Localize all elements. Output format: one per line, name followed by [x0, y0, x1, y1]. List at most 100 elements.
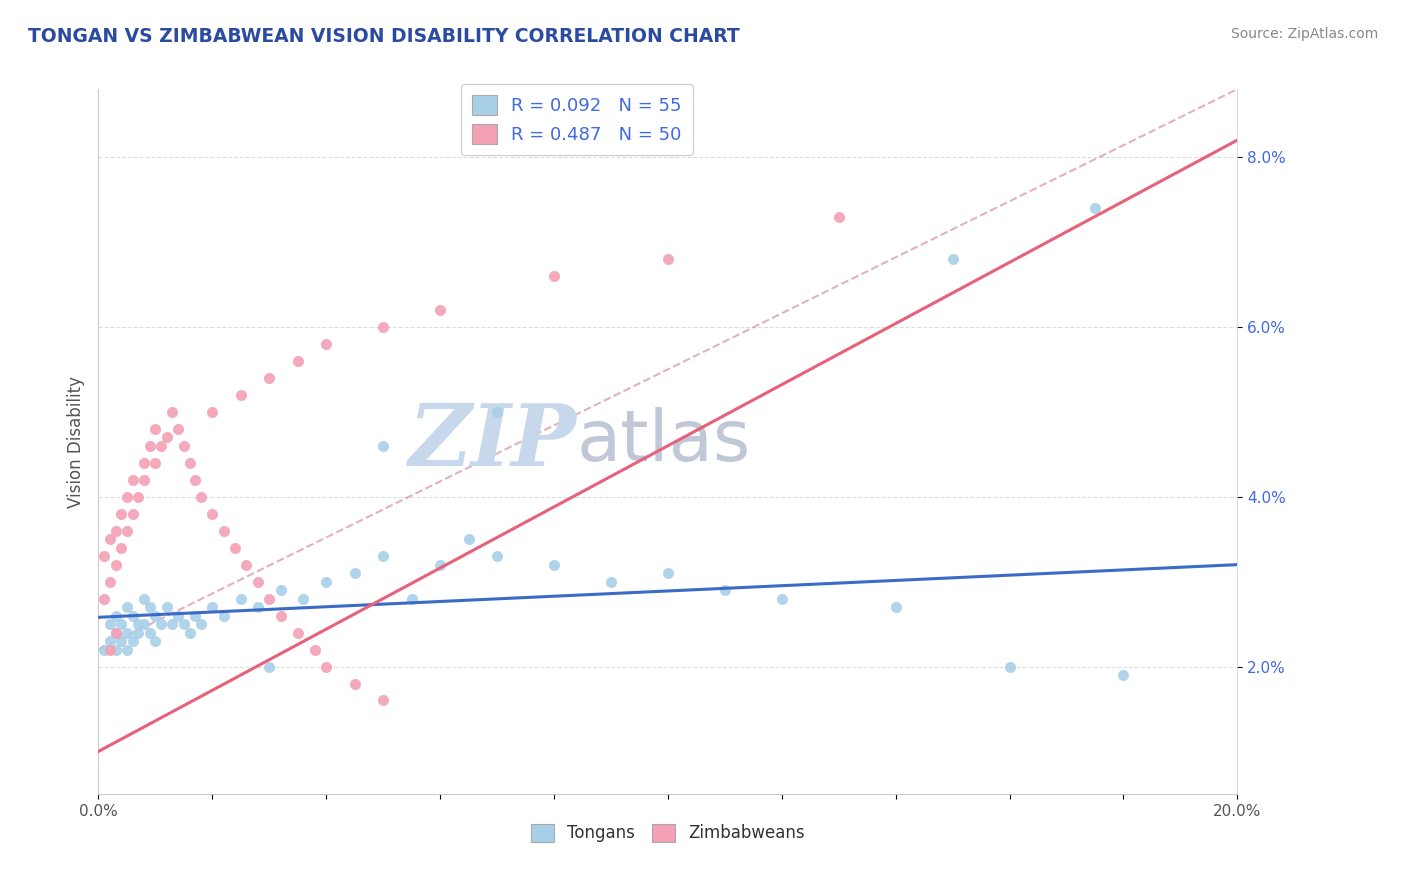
- Y-axis label: Vision Disability: Vision Disability: [66, 376, 84, 508]
- Point: [145, 456, 167, 470]
- Point: [224, 541, 246, 555]
- Point: [343, 676, 366, 690]
- Point: [259, 591, 281, 606]
- Point: [162, 405, 184, 419]
- Point: [942, 252, 965, 266]
- Point: [270, 608, 292, 623]
- Point: [173, 439, 195, 453]
- Point: [115, 625, 138, 640]
- Point: [132, 473, 155, 487]
- Point: [138, 625, 160, 640]
- Point: [173, 617, 195, 632]
- Point: [104, 524, 127, 538]
- Point: [259, 371, 281, 385]
- Point: [543, 268, 565, 283]
- Point: [104, 625, 127, 640]
- Point: [121, 634, 143, 648]
- Point: [235, 558, 257, 572]
- Point: [657, 566, 679, 581]
- Point: [201, 600, 224, 615]
- Point: [167, 422, 190, 436]
- Point: [93, 642, 115, 657]
- Point: [150, 439, 173, 453]
- Point: [110, 617, 132, 632]
- Point: [304, 642, 326, 657]
- Text: Source: ZipAtlas.com: Source: ZipAtlas.com: [1230, 27, 1378, 41]
- Legend: Tongans, Zimbabweans: Tongans, Zimbabweans: [524, 817, 811, 849]
- Point: [150, 617, 173, 632]
- Point: [486, 549, 509, 563]
- Text: atlas: atlas: [576, 407, 751, 476]
- Point: [287, 354, 309, 368]
- Point: [184, 473, 207, 487]
- Point: [292, 591, 315, 606]
- Point: [457, 532, 479, 546]
- Point: [373, 549, 395, 563]
- Point: [190, 490, 212, 504]
- Point: [179, 625, 201, 640]
- Point: [315, 659, 337, 673]
- Point: [373, 320, 395, 334]
- Point: [179, 456, 201, 470]
- Point: [401, 591, 423, 606]
- Point: [884, 600, 907, 615]
- Point: [184, 608, 207, 623]
- Point: [98, 574, 121, 589]
- Point: [110, 541, 132, 555]
- Point: [315, 337, 337, 351]
- Point: [98, 634, 121, 648]
- Point: [115, 600, 138, 615]
- Point: [212, 608, 235, 623]
- Point: [104, 608, 127, 623]
- Point: [104, 642, 127, 657]
- Point: [714, 583, 737, 598]
- Point: [145, 422, 167, 436]
- Point: [246, 574, 269, 589]
- Point: [115, 524, 138, 538]
- Point: [201, 405, 224, 419]
- Point: [110, 634, 132, 648]
- Point: [127, 617, 149, 632]
- Point: [770, 591, 793, 606]
- Point: [373, 439, 395, 453]
- Point: [156, 430, 179, 444]
- Point: [127, 625, 149, 640]
- Point: [132, 617, 155, 632]
- Point: [828, 210, 851, 224]
- Point: [93, 549, 115, 563]
- Point: [657, 252, 679, 266]
- Point: [1112, 668, 1135, 682]
- Point: [138, 439, 160, 453]
- Point: [104, 558, 127, 572]
- Point: [98, 617, 121, 632]
- Point: [121, 507, 143, 521]
- Point: [486, 405, 509, 419]
- Point: [156, 600, 179, 615]
- Point: [212, 524, 235, 538]
- Point: [373, 693, 395, 707]
- Point: [127, 490, 149, 504]
- Point: [343, 566, 366, 581]
- Point: [259, 659, 281, 673]
- Point: [121, 473, 143, 487]
- Point: [138, 600, 160, 615]
- Text: TONGAN VS ZIMBABWEAN VISION DISABILITY CORRELATION CHART: TONGAN VS ZIMBABWEAN VISION DISABILITY C…: [28, 27, 740, 45]
- Point: [132, 591, 155, 606]
- Point: [162, 617, 184, 632]
- Point: [121, 608, 143, 623]
- Point: [429, 302, 451, 317]
- Point: [201, 507, 224, 521]
- Point: [98, 642, 121, 657]
- Point: [246, 600, 269, 615]
- Point: [115, 642, 138, 657]
- Point: [132, 456, 155, 470]
- Point: [190, 617, 212, 632]
- Point: [229, 591, 252, 606]
- Point: [429, 558, 451, 572]
- Point: [229, 388, 252, 402]
- Point: [1084, 201, 1107, 215]
- Point: [315, 574, 337, 589]
- Point: [600, 574, 623, 589]
- Point: [287, 625, 309, 640]
- Point: [145, 608, 167, 623]
